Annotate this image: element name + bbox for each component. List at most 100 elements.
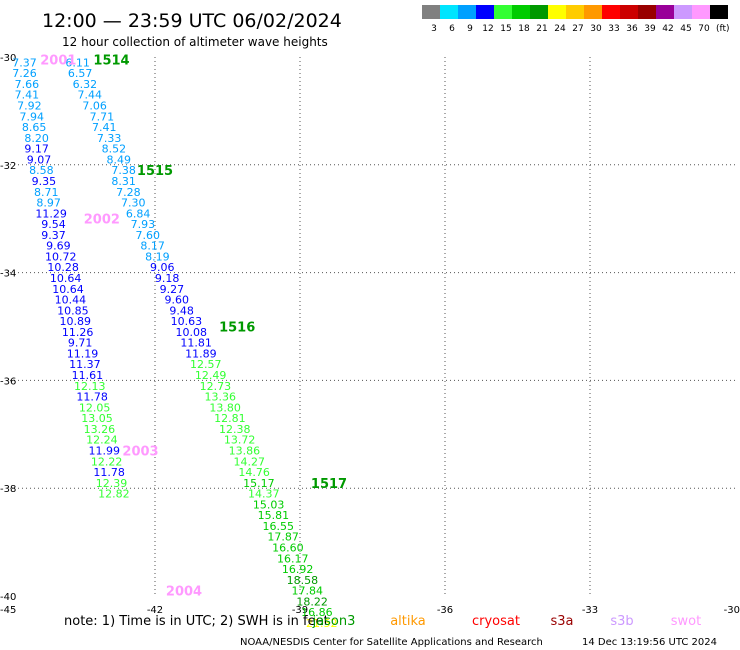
wave-height-value: 9.48 — [169, 304, 194, 317]
wave-height-value: 7.60 — [136, 229, 161, 242]
wave-height-value: 9.69 — [46, 240, 71, 253]
wave-height-value: 12.05 — [79, 401, 111, 414]
wave-height-value: 6.11 — [65, 56, 90, 69]
wave-height-value: 13.80 — [209, 401, 241, 414]
wave-height-value: 9.27 — [160, 283, 185, 296]
satellite-label: s3b — [610, 614, 633, 629]
wave-height-value: 8.58 — [29, 164, 54, 177]
wave-height-value: 8.71 — [34, 186, 59, 199]
wave-height-value: 16.55 — [263, 520, 295, 533]
wave-height-value: 21.52 — [306, 617, 338, 630]
wave-height-value: 11.37 — [69, 358, 101, 371]
wave-height-value: 9.06 — [150, 261, 175, 274]
wave-height-value: 7.41 — [15, 89, 40, 102]
wave-height-value: 10.85 — [57, 304, 89, 317]
wave-height-value: 12.39 — [96, 477, 128, 490]
legend-swatch — [458, 5, 476, 19]
legend-bin-label: 6 — [449, 24, 455, 34]
legend-bin-label: 42 — [662, 24, 673, 34]
wave-height-value: 11.89 — [185, 347, 217, 360]
wave-height-value: 14.27 — [234, 455, 266, 468]
wave-height-value: 12.24 — [86, 434, 118, 447]
wave-height-value: 7.37 — [12, 56, 37, 69]
wave-height-value: 7.92 — [17, 100, 42, 113]
legend-bin-label: 15 — [500, 24, 511, 34]
wave-height-value: 10.28 — [47, 261, 79, 274]
wave-height-value: 8.17 — [140, 240, 165, 253]
wave-height-value: 11.29 — [35, 207, 67, 220]
footer-credit: NOAA/NESDIS Center for Satellite Applica… — [240, 637, 543, 648]
wave-height-value: 17.87 — [267, 531, 299, 544]
wave-height-value: 13.26 — [84, 423, 116, 436]
wave-height-value: 10.08 — [176, 326, 208, 339]
satellite-label: altika — [390, 614, 426, 629]
wave-height-value: 7.30 — [121, 197, 146, 210]
wave-height-value: 7.44 — [78, 89, 103, 102]
wave-height-value: 18.22 — [296, 595, 328, 608]
chart-subtitle: 12 hour collection of altimeter wave hei… — [62, 35, 328, 49]
legend-swatch — [584, 5, 602, 19]
wave-height-value: 16.86 — [301, 606, 333, 619]
pass-time-label: 2003 — [122, 444, 158, 459]
x-tick-label: -30 — [724, 605, 740, 616]
wave-height-value: 9.60 — [165, 294, 190, 307]
wave-height-value: 8.20 — [24, 132, 49, 145]
wave-height-value: 9.07 — [27, 153, 52, 166]
legend-bin-label: 30 — [590, 24, 602, 34]
wave-height-value: 11.26 — [62, 326, 94, 339]
legend-swatch — [638, 5, 656, 19]
wave-height-value: 16.60 — [272, 541, 304, 554]
wave-height-value: 8.52 — [102, 143, 127, 156]
y-tick-label: -32 — [0, 161, 16, 172]
wave-height-value: 12.22 — [91, 455, 123, 468]
wave-height-value: 8.49 — [107, 153, 132, 166]
pass-time-label: 2004 — [166, 585, 202, 600]
legend-swatch — [440, 5, 458, 19]
wave-height-value: 11.61 — [72, 369, 104, 382]
wave-height-value: 10.89 — [60, 315, 92, 328]
series-jason3: 6.116.576.327.447.067.717.417.338.528.49… — [65, 54, 347, 630]
pass-time-label: 1515 — [137, 164, 173, 179]
y-tick-label: -40 — [0, 592, 16, 603]
y-tick-label: -34 — [0, 269, 16, 280]
satellite-label: cryosat — [472, 614, 520, 629]
legend-swatch — [548, 5, 566, 19]
pass-time-label: 2002 — [84, 213, 120, 228]
satellite-label: s3a — [550, 614, 573, 629]
legend-bin-label: 70 — [698, 24, 710, 34]
wave-height-value: 9.35 — [32, 175, 57, 188]
wave-height-value: 8.65 — [22, 121, 47, 134]
chart-title: 12:00 — 23:59 UTC 06/02/2024 — [42, 10, 342, 32]
wave-height-value: 15.03 — [253, 498, 285, 511]
pass-time-label: 2001 — [40, 54, 76, 69]
legend-bin-label: 36 — [626, 24, 638, 34]
wave-height-value: 14.76 — [238, 466, 270, 479]
wave-height-value: 16.92 — [282, 563, 314, 576]
wave-height-value: 12.73 — [200, 380, 232, 393]
wave-height-value: 10.44 — [55, 294, 87, 307]
legend-swatch — [566, 5, 584, 19]
wave-height-value: 6.57 — [68, 67, 93, 80]
y-tick-label: -36 — [0, 376, 16, 387]
wave-height-value: 15.81 — [258, 509, 290, 522]
wave-height-value: 13.72 — [224, 434, 256, 447]
wave-height-value: 10.72 — [45, 250, 77, 263]
legend-swatch — [710, 5, 728, 19]
wave-height-value: 10.64 — [50, 272, 82, 285]
wave-height-value: 6.32 — [73, 78, 98, 91]
wave-height-value: 7.41 — [92, 121, 117, 134]
y-tick-label: -38 — [0, 484, 16, 495]
wave-height-value: 7.28 — [116, 186, 141, 199]
legend-swatch — [656, 5, 674, 19]
legend-bin-label: 12 — [482, 24, 493, 34]
wave-height-value: 9.37 — [41, 229, 66, 242]
wave-height-value: 7.33 — [97, 132, 122, 145]
wave-height-color-legend: 3 6 9 12 15 18 21 24 27 30 33 36 39 42 45 70 — [422, 5, 728, 34]
y-tick-label: -30 — [0, 53, 16, 64]
satellite-legend: jason3 altika cryosat s3a s3b swot — [312, 614, 702, 629]
wave-height-value: 6.84 — [126, 207, 151, 220]
legend-bin-label: 21 — [536, 24, 547, 34]
wave-height-value: 11.78 — [93, 466, 125, 479]
wave-height-value: 9.54 — [41, 218, 66, 231]
